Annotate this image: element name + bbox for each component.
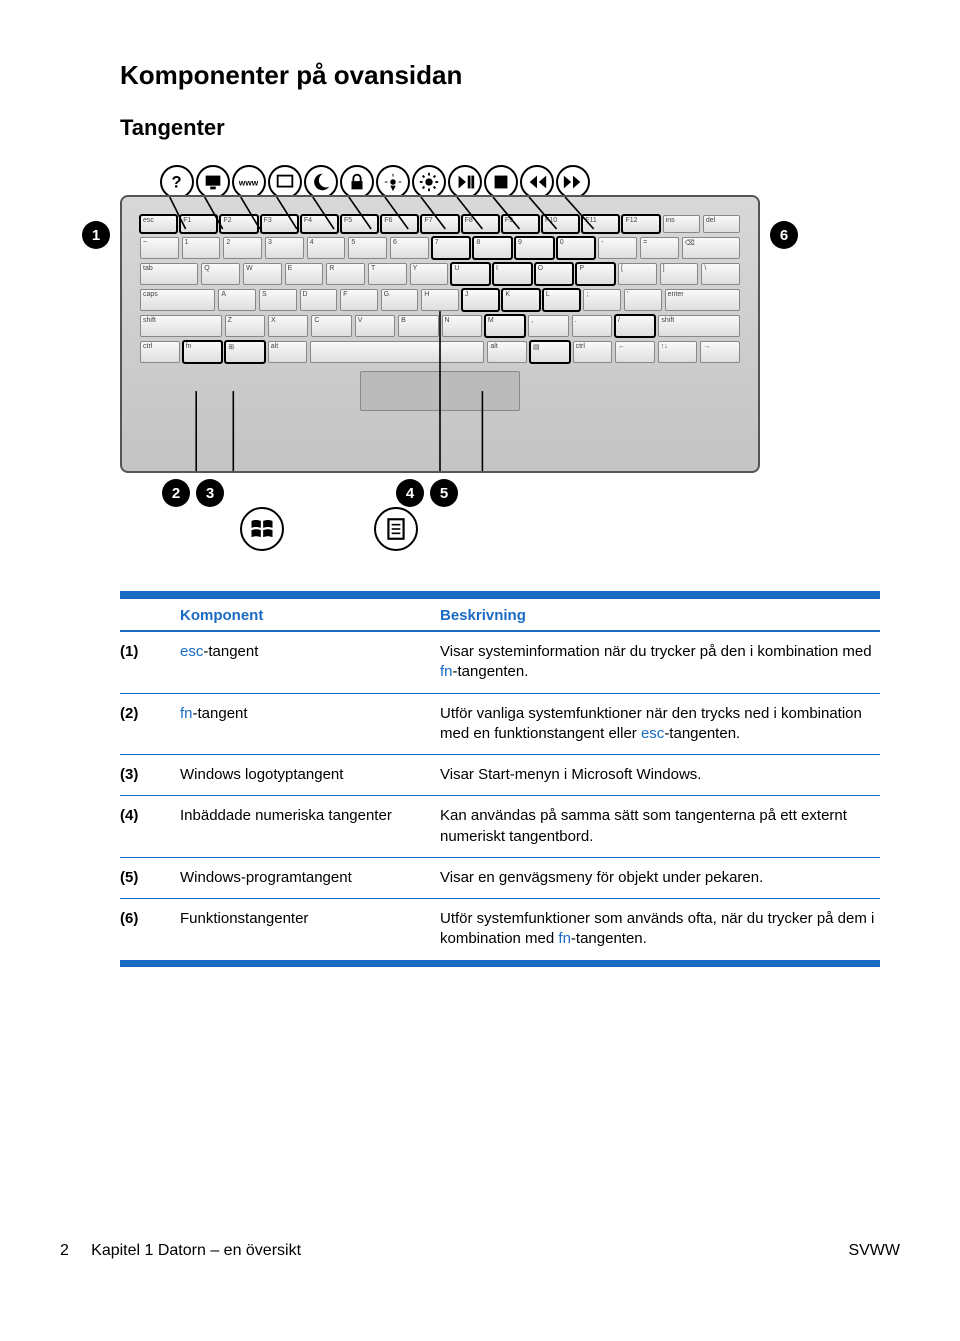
- top-callout-icons: ? www: [160, 165, 760, 199]
- brightness-down-icon: [376, 165, 410, 199]
- keyboard-diagram: ? www: [120, 165, 760, 551]
- touchpad: [360, 371, 520, 411]
- play-pause-icon: [448, 165, 482, 199]
- callout-badge-4: 4: [396, 479, 424, 507]
- table-header-component: Komponent: [180, 607, 440, 624]
- row-name: Inbäddade numeriska tangenter: [180, 806, 440, 847]
- svg-text:?: ?: [172, 174, 182, 192]
- keyboard-body: 1 6 esc F1F2F3F4 F5F6F7F8 F9F10F11F12 in…: [120, 195, 760, 473]
- moon-icon: [304, 165, 338, 199]
- components-table: Komponent Beskrivning (1)esc-tangentVisa…: [120, 591, 880, 967]
- chapter-title: Kapitel 1 Datorn – en översikt: [91, 1242, 301, 1259]
- row-desc: Kan användas på samma sätt som tangenter…: [440, 806, 880, 847]
- fn-key: fn: [183, 341, 223, 363]
- row-desc: Utför systemfunktioner som används ofta,…: [440, 909, 880, 950]
- row-desc: Visar systeminformation när du trycker p…: [440, 642, 880, 683]
- footer-right: SVWW: [848, 1242, 900, 1260]
- table-row: (5)Windows-programtangentVisar en genväg…: [120, 858, 880, 899]
- row-desc: Visar Start-menyn i Microsoft Windows.: [440, 765, 880, 785]
- page-heading: Komponenter på ovansidan: [120, 60, 880, 91]
- page-subheading: Tangenter: [120, 115, 880, 141]
- esc-key: esc: [140, 215, 177, 233]
- table-header-description: Beskrivning: [440, 607, 880, 624]
- prev-icon: [520, 165, 554, 199]
- menu-doc-icon: [374, 507, 418, 551]
- lock-icon: [340, 165, 374, 199]
- callout-badge-1: 1: [82, 221, 110, 249]
- row-desc: Visar en genvägsmeny för objekt under pe…: [440, 868, 880, 888]
- svg-text:www: www: [238, 179, 259, 188]
- callout-badge-6: 6: [770, 221, 798, 249]
- table-row: (1)esc-tangentVisar systeminformation nä…: [120, 632, 880, 694]
- row-name: Windows-programtangent: [180, 868, 440, 888]
- row-name: Windows logotyptangent: [180, 765, 440, 785]
- help-icon: ?: [160, 165, 194, 199]
- row-name: fn-tangent: [180, 704, 440, 745]
- callout-badge-5: 5: [430, 479, 458, 507]
- stop-icon: [484, 165, 518, 199]
- row-num: (2): [120, 704, 180, 745]
- www-icon: www: [232, 165, 266, 199]
- page-footer: 2 Kapitel 1 Datorn – en översikt SVWW: [60, 1242, 900, 1260]
- apps-key: ▤: [530, 341, 570, 363]
- display-icon: [196, 165, 230, 199]
- windows-logo-icon: [240, 507, 284, 551]
- screen-icon: [268, 165, 302, 199]
- table-row: (4)Inbäddade numeriska tangenterKan anvä…: [120, 796, 880, 858]
- row-num: (1): [120, 642, 180, 683]
- row-num: (4): [120, 806, 180, 847]
- callout-badge-2: 2: [162, 479, 190, 507]
- brightness-up-icon: [412, 165, 446, 199]
- row-num: (3): [120, 765, 180, 785]
- next-icon: [556, 165, 590, 199]
- page-number: 2: [60, 1242, 69, 1259]
- windows-key: ⊞: [225, 341, 265, 363]
- row-name: esc-tangent: [180, 642, 440, 683]
- callout-badge-3: 3: [196, 479, 224, 507]
- table-row: (2)fn-tangentUtför vanliga systemfunktio…: [120, 694, 880, 756]
- table-row: (3)Windows logotyptangentVisar Start-men…: [120, 755, 880, 796]
- row-num: (5): [120, 868, 180, 888]
- row-desc: Utför vanliga systemfunktioner när den t…: [440, 704, 880, 745]
- row-name: Funktionstangenter: [180, 909, 440, 950]
- row-num: (6): [120, 909, 180, 950]
- table-row: (6)FunktionstangenterUtför systemfunktio…: [120, 899, 880, 961]
